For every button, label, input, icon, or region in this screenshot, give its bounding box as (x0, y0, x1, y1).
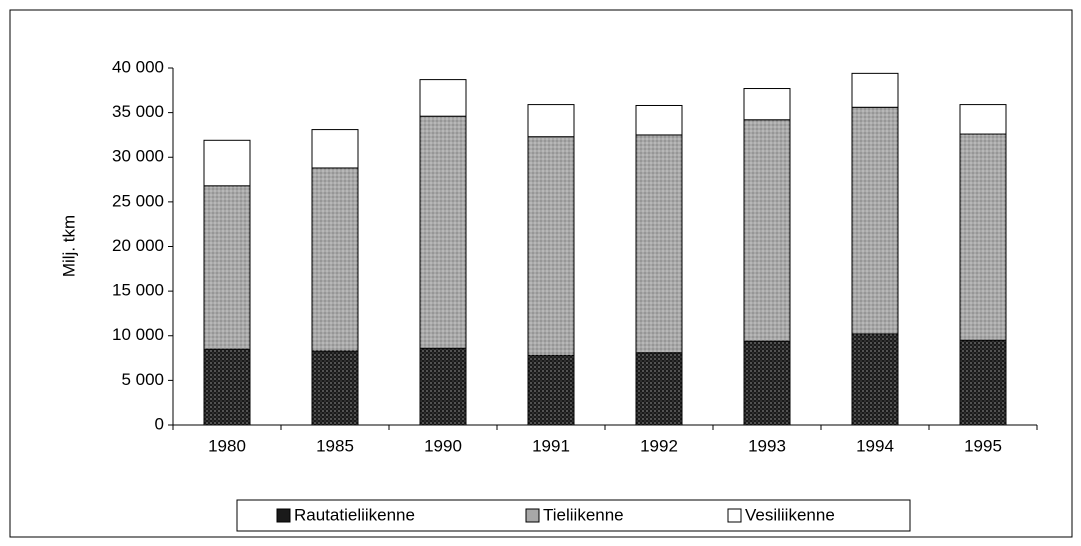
texture (312, 167, 358, 351)
frame (9, 9, 1073, 538)
y-tick-label: 10 000 (112, 325, 164, 344)
texture (636, 134, 682, 353)
legend-box (236, 499, 911, 532)
texture (960, 340, 1006, 425)
y-tick-label: 40 000 (112, 57, 164, 76)
y-tick-label: 0 (155, 414, 164, 433)
x-tick-label: 1990 (424, 436, 462, 455)
texture (744, 341, 790, 425)
texture (420, 116, 466, 349)
texture (420, 348, 466, 425)
x-tick-label: 1991 (532, 436, 570, 455)
y-tick-label: 5 000 (121, 370, 164, 389)
x-tick-label: 1980 (208, 436, 246, 455)
texture (528, 136, 574, 356)
y-tick-label: 25 000 (112, 191, 164, 210)
legend-swatch (525, 508, 540, 523)
x-tick-label: 1995 (964, 436, 1002, 455)
bar-segment (851, 72, 899, 108)
texture (204, 349, 250, 425)
texture (852, 333, 898, 425)
legend-swatch (727, 508, 742, 523)
y-tick-label: 20 000 (112, 236, 164, 255)
x-tick-label: 1993 (748, 436, 786, 455)
bar-segment (635, 104, 683, 136)
legend-swatch (276, 508, 291, 523)
texture (312, 350, 358, 425)
legend-label: Vesiliikenne (745, 505, 835, 524)
texture (852, 107, 898, 334)
bar-segment (203, 139, 251, 187)
texture (636, 352, 682, 425)
bar-segment (419, 79, 467, 117)
bar-segment (527, 104, 575, 138)
bar-segment (743, 88, 791, 121)
bar-segment (311, 129, 359, 169)
y-tick-label: 15 000 (112, 281, 164, 300)
texture (204, 185, 250, 350)
bar-segment (959, 104, 1007, 135)
y-tick-label: 35 000 (112, 102, 164, 121)
x-tick-label: 1985 (316, 436, 354, 455)
legend-label: Rautatieliikenne (294, 505, 415, 524)
y-tick-label: 30 000 (112, 147, 164, 166)
texture (960, 134, 1006, 341)
x-tick-label: 1994 (856, 436, 894, 455)
legend-label: Tieliikenne (543, 505, 624, 524)
texture (744, 119, 790, 342)
texture (528, 355, 574, 425)
y-axis-label: Milj. tkm (59, 215, 78, 277)
x-tick-label: 1992 (640, 436, 678, 455)
